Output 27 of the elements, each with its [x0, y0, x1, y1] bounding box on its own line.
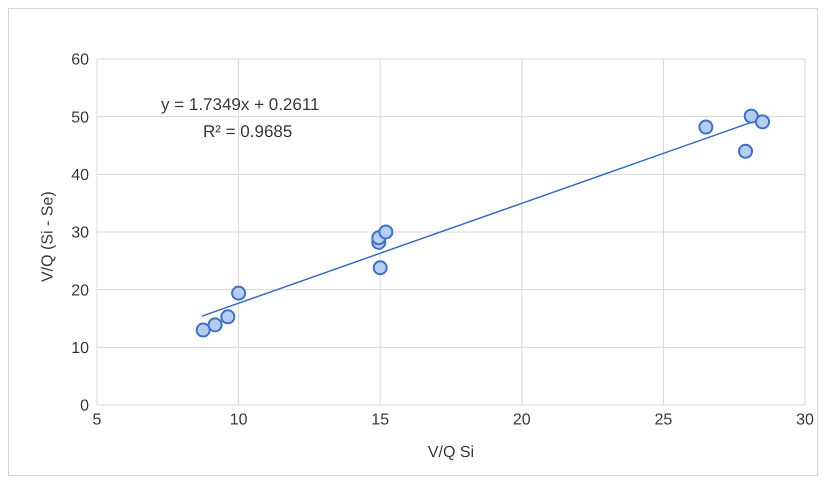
- y-tick-label: 50: [71, 109, 90, 126]
- y-tick-label: 60: [71, 52, 90, 69]
- y-tick-label: 0: [80, 398, 90, 415]
- point: [231, 286, 246, 301]
- point: [755, 114, 770, 130]
- point: [208, 317, 223, 332]
- x-axis-title: V/Q Si: [428, 444, 474, 461]
- point: [378, 224, 394, 240]
- x-tick-label: 20: [512, 411, 531, 428]
- y-tick-label: 10: [71, 340, 90, 358]
- x-tick-label: 25: [654, 411, 672, 428]
- annotation: R² = 0.9685: [203, 122, 292, 142]
- point: [196, 322, 211, 338]
- x-tick-label: 5: [92, 411, 102, 428]
- y-tick-label: 30: [71, 224, 90, 242]
- x-tick-label: 10: [230, 411, 248, 428]
- y-axis-title: V/Q (Si - Se): [40, 191, 57, 282]
- annotation: y = 1.7349x + 0.2611: [161, 95, 320, 115]
- y-tick-label: 20: [71, 282, 90, 300]
- point: [698, 120, 714, 135]
- x-tick-label: 30: [796, 411, 814, 428]
- point: [220, 309, 236, 324]
- point: [372, 260, 388, 276]
- x-tick-label: 15: [371, 411, 390, 428]
- y-tick-label: 40: [71, 167, 90, 184]
- point: [738, 144, 754, 159]
- point: [744, 108, 759, 124]
